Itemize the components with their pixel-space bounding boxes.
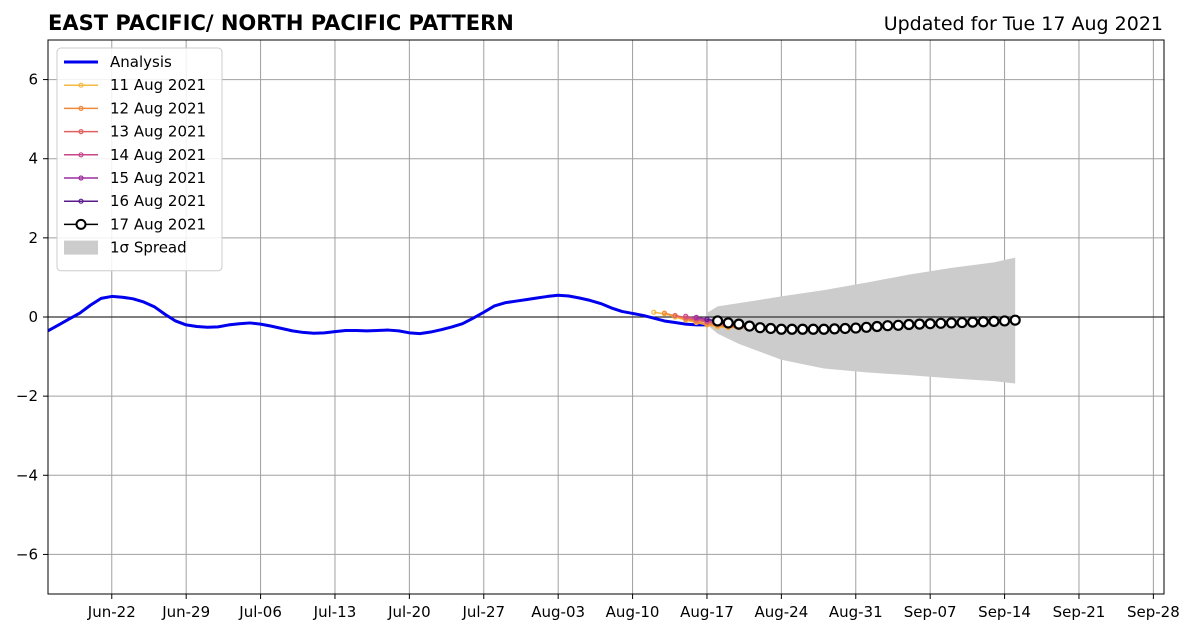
series-point xyxy=(977,316,989,328)
series-point xyxy=(661,310,668,316)
legend-label: 1σ Spread xyxy=(110,239,187,257)
x-tick-label: Jul-20 xyxy=(387,603,431,621)
x-tick-label: Jul-06 xyxy=(238,603,282,621)
series-point xyxy=(683,313,689,319)
legend-label: 13 Aug 2021 xyxy=(110,123,206,141)
x-tick-label: Aug-24 xyxy=(754,603,808,621)
x-tick-label: Sep-14 xyxy=(978,603,1031,621)
series-point xyxy=(775,323,787,335)
series-point xyxy=(882,320,894,332)
series-point xyxy=(693,314,699,320)
y-tick-label: −2 xyxy=(16,387,38,405)
series-point xyxy=(956,316,968,329)
y-tick-label: 0 xyxy=(28,308,38,326)
x-tick-label: Sep-07 xyxy=(904,603,957,621)
series-17-aug-2021 xyxy=(711,314,1021,335)
x-tick-label: Jun-22 xyxy=(87,603,136,621)
forecast-series-layer xyxy=(651,309,1021,335)
legend: Analysis 11 Aug 2021 12 Aug 2021 13 Aug 202… xyxy=(56,47,223,272)
x-tick-label: Sep-21 xyxy=(1053,603,1106,621)
series-point xyxy=(733,318,745,330)
series-point xyxy=(722,317,734,329)
series-point xyxy=(903,318,915,331)
analysis-line xyxy=(47,293,707,336)
series-point xyxy=(935,317,947,329)
series-point xyxy=(860,321,873,333)
y-tick-label: 4 xyxy=(28,150,38,168)
x-tick-label: Jul-13 xyxy=(313,603,357,621)
legend-label: Analysis xyxy=(110,53,172,71)
series-point xyxy=(892,319,904,331)
series-point xyxy=(818,323,830,335)
legend-swatch-marker xyxy=(75,218,87,230)
series-point xyxy=(924,318,936,330)
y-tick-label: −6 xyxy=(16,545,38,563)
legend-label: 11 Aug 2021 xyxy=(110,76,206,94)
legend-label: 12 Aug 2021 xyxy=(110,99,206,117)
legend-swatch-marker xyxy=(78,175,84,181)
legend-label: 14 Aug 2021 xyxy=(110,146,206,164)
legend-swatch-spread xyxy=(64,240,98,255)
series-point xyxy=(651,309,657,315)
legend-swatch-marker xyxy=(78,105,84,112)
legend-swatch-marker xyxy=(78,129,84,135)
x-tick-label: Aug-03 xyxy=(531,603,585,621)
series-point xyxy=(765,322,777,335)
y-tick-label: 6 xyxy=(28,71,38,89)
legend-box xyxy=(56,47,223,272)
x-tick-label: Sep-28 xyxy=(1127,603,1180,621)
series-point xyxy=(839,322,851,335)
chart-subtitle: Updated for Tue 17 Aug 2021 xyxy=(884,13,1163,35)
series-point xyxy=(913,318,926,330)
spread-band xyxy=(706,257,1016,384)
series-point xyxy=(967,316,979,328)
x-tick-label: Jun-29 xyxy=(161,603,210,621)
y-tick-label: 2 xyxy=(28,229,38,247)
series-point xyxy=(850,322,862,334)
y-tick-label: −4 xyxy=(16,466,38,484)
legend-label: 17 Aug 2021 xyxy=(110,215,206,233)
spread-band-layer xyxy=(706,257,1016,384)
chart-title: EAST PACIFIC/ NORTH PACIFIC PATTERN xyxy=(48,11,514,35)
series-point xyxy=(945,317,958,329)
series-point xyxy=(786,323,798,335)
legend-swatch-marker xyxy=(78,82,84,88)
series-point xyxy=(1009,314,1021,326)
legend-label: 16 Aug 2021 xyxy=(110,192,206,210)
x-tick-label: Aug-17 xyxy=(680,603,734,621)
series-point xyxy=(711,315,724,327)
series-point xyxy=(754,322,766,334)
legend-swatch-marker xyxy=(78,152,84,158)
analysis-layer xyxy=(47,293,707,336)
series-point xyxy=(807,323,819,335)
series-point xyxy=(998,315,1011,327)
series-point xyxy=(704,316,710,322)
series-point xyxy=(871,320,883,333)
series-point xyxy=(743,320,756,332)
x-tick-label: Jul-27 xyxy=(461,603,505,621)
x-tick-label: Aug-31 xyxy=(829,603,883,621)
series-point xyxy=(988,315,1000,327)
legend-label: 15 Aug 2021 xyxy=(110,169,206,187)
axis-ticks: Jun-22 Jun-29 Jul-06 Jul-13 Jul-20 Jul-27 Aug-… xyxy=(16,71,1180,621)
legend-swatch-marker xyxy=(78,198,84,204)
x-tick-label: Aug-10 xyxy=(606,603,660,621)
series-point xyxy=(797,323,809,335)
series-point xyxy=(672,312,678,319)
series-point xyxy=(828,323,841,335)
